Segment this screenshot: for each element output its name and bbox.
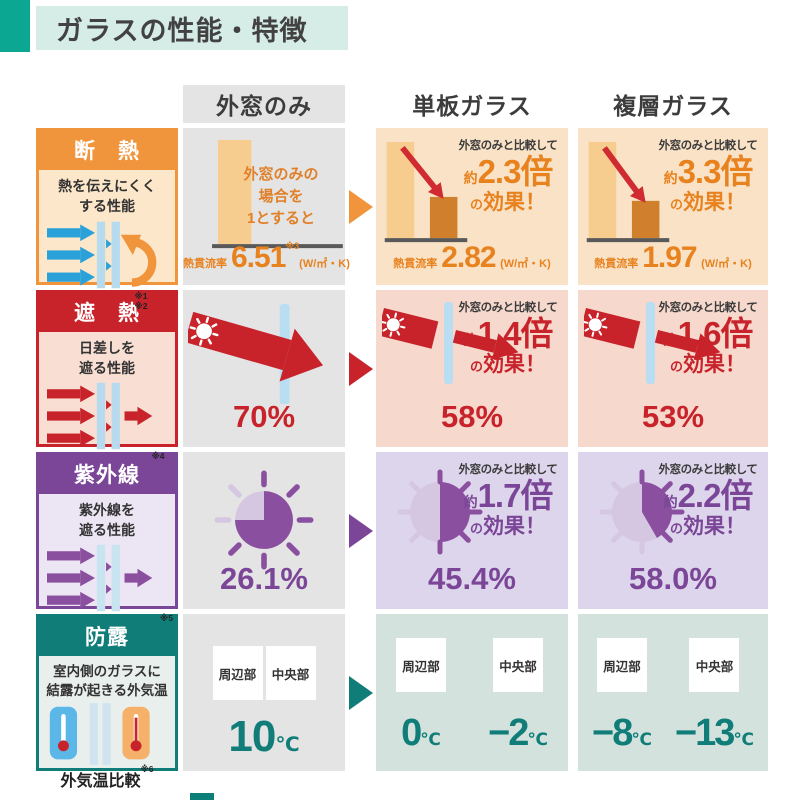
cell-uv-baseline: 26.1% <box>183 452 345 609</box>
sun-arrow-through-glass-icon <box>183 302 345 412</box>
effect-factor: 外窓のみと比較して 約1.7倍 の効果！ <box>458 464 558 538</box>
column-header-single-glass: 単板ガラス <box>412 93 532 119</box>
effect-factor: 外窓のみと比較して 約1.4倍 の効果！ <box>458 302 558 376</box>
sun-pie-icon <box>592 462 692 567</box>
row-title-insulation: 断 熱 <box>39 131 175 170</box>
temp-baseline: 10℃ <box>228 712 300 761</box>
effect-factor: 外窓のみと比較して 約3.3倍 の効果！ <box>658 140 758 214</box>
uvalue-baseline: 熱貫流率 6.51※3(W/㎡・K) <box>183 241 350 274</box>
uv-cut-baseline: 26.1% <box>220 561 308 596</box>
uv-cut-single: 45.4% <box>428 561 516 596</box>
row-label-condensation: 防露 室内側のガラスに 結露が起きる外気温 外気温比較※6 <box>36 614 178 790</box>
row-label-insulation: 断 熱 熱を伝えにくく する性能 <box>36 128 178 318</box>
row-arrow-shading <box>345 290 376 447</box>
bar-drop-chart-icon <box>584 138 672 253</box>
cell-uv-double: 外窓のみと比較して 約2.2倍 の効果！ 58.0% <box>578 452 768 609</box>
zone-labels: 周辺部 中央部 <box>183 646 345 700</box>
row-desc-condensation: 室内側のガラスに 結露が起きる外気温 <box>46 664 168 698</box>
uv-cut-double: 58.0% <box>629 561 717 596</box>
row-title-condensation: 防露 <box>39 617 175 656</box>
page-title: ガラスの性能・特徴 <box>36 6 348 50</box>
shgc-baseline: 70% <box>232 399 296 434</box>
cell-shading-single: 外窓のみと比較して 約1.4倍 の効果！ 58% <box>376 290 568 447</box>
row-desc-insulation: 熱を伝えにくく する性能 <box>58 178 156 214</box>
shgc-single: 58% <box>440 399 504 434</box>
column-header-baseline: 外窓のみ <box>183 85 345 123</box>
row-desc-uv: 紫外線を 遮る性能 <box>79 502 135 538</box>
temp-edge-double: −8℃ <box>592 712 652 754</box>
cutoff-next-section-strip <box>190 793 214 800</box>
zone-center-label: 中央部 <box>689 638 740 692</box>
right-arrow-icon <box>348 351 373 386</box>
temp-center-single: −2℃ <box>488 712 548 754</box>
sun-pie-icon <box>390 462 490 567</box>
sun-shading-icon <box>39 378 175 454</box>
uv-blocking-icon <box>39 540 175 616</box>
effect-factor: 外窓のみと比較して 約2.2倍 の効果！ <box>658 464 758 538</box>
uvalue-double: 熱貫流率 1.97 (W/㎡・K) <box>594 241 752 274</box>
zone-center-label: 中央部 <box>265 646 316 700</box>
cell-shading-baseline: 70% <box>183 290 345 447</box>
temp-col-center: 中央部 −13℃ <box>675 638 754 755</box>
temp-col-center: 中央部 −2℃ <box>488 638 548 755</box>
right-arrow-icon <box>348 189 373 224</box>
row-title-uv: 紫外線 <box>39 455 175 494</box>
temp-edge-single: 0℃ <box>401 712 441 754</box>
cell-condensation-baseline: 周辺部 中央部 10℃ <box>183 614 345 771</box>
right-arrow-icon <box>348 675 373 710</box>
heat-insulation-icon <box>39 216 175 294</box>
column-header-double-glass: 複層ガラス <box>613 93 733 119</box>
zone-center-label: 中央部 <box>493 638 544 692</box>
cell-insulation-double: 外窓のみと比較して 約3.3倍 の効果！ 熱貫流率 1.97 (W/㎡・K) <box>578 128 768 285</box>
cell-uv-single: 外窓のみと比較して 約1.7倍 の効果！ 45.4% <box>376 452 568 609</box>
right-arrow-icon <box>348 513 373 548</box>
comparison-grid: 外窓のみ 単板ガラス 複層ガラス 断 熱 熱を伝えにくく する性能 <box>36 85 768 790</box>
baseline-bar-chart-icon <box>199 136 349 259</box>
row-label-shading: 遮 熱 日差しを 遮る性能 日射熱取得率※4 <box>36 290 178 478</box>
row-label-uv: 紫外線 紫外線を 遮る性能 紫外線カット率※5 <box>36 452 178 640</box>
effect-factor: 外窓のみと比較して 約2.3倍 の効果！ <box>458 140 558 214</box>
sun-arrow-blocked-icon <box>377 300 540 397</box>
zone-edge-label: 周辺部 <box>212 646 263 700</box>
title-accent-square <box>0 0 30 52</box>
cell-shading-double: 外窓のみと比較して 約1.6倍 の効果！ 53% <box>578 290 768 447</box>
thermometer-comparison-icon <box>39 701 175 767</box>
zone-edge-label: 周辺部 <box>396 638 446 692</box>
cell-insulation-single: 外窓のみと比較して 約2.3倍 の効果！ 熱貫流率 2.82 (W/㎡・K) <box>376 128 568 285</box>
shgc-double: 53% <box>641 399 705 434</box>
temp-col-edge: 周辺部 −8℃ <box>592 638 652 755</box>
row-metric-condensation: 外気温比較※6 <box>60 763 154 790</box>
cell-insulation-baseline: 外窓のみの 場合を 1とすると 熱貫流率 6.51※3(W/㎡・K) <box>183 128 350 285</box>
temp-center-double: −13℃ <box>674 712 754 754</box>
sun-pie-icon <box>183 464 345 576</box>
uvalue-single: 熱貫流率 2.82 (W/㎡・K) <box>393 241 551 274</box>
row-title-shading: 遮 熱 <box>39 293 175 332</box>
row-arrow-insulation <box>345 128 376 285</box>
row-desc-shading: 日差しを 遮る性能 <box>79 340 135 376</box>
zone-edge-label: 周辺部 <box>596 638 647 692</box>
bar-drop-chart-icon <box>382 138 470 253</box>
cell-condensation-double: 周辺部 −8℃ 中央部 −13℃ <box>578 614 768 771</box>
row-arrow-uv <box>345 452 376 609</box>
effect-factor: 外窓のみと比較して 約1.6倍 の効果！ <box>658 302 758 376</box>
cell-condensation-single: 周辺部 0℃ 中央部 −2℃ <box>376 614 568 771</box>
sun-arrow-blocked-icon <box>579 300 742 397</box>
temp-col-edge: 周辺部 0℃ <box>396 638 446 755</box>
row-arrow-condensation <box>345 614 376 771</box>
baseline-note: 外窓のみの 場合を 1とすると <box>243 166 319 227</box>
